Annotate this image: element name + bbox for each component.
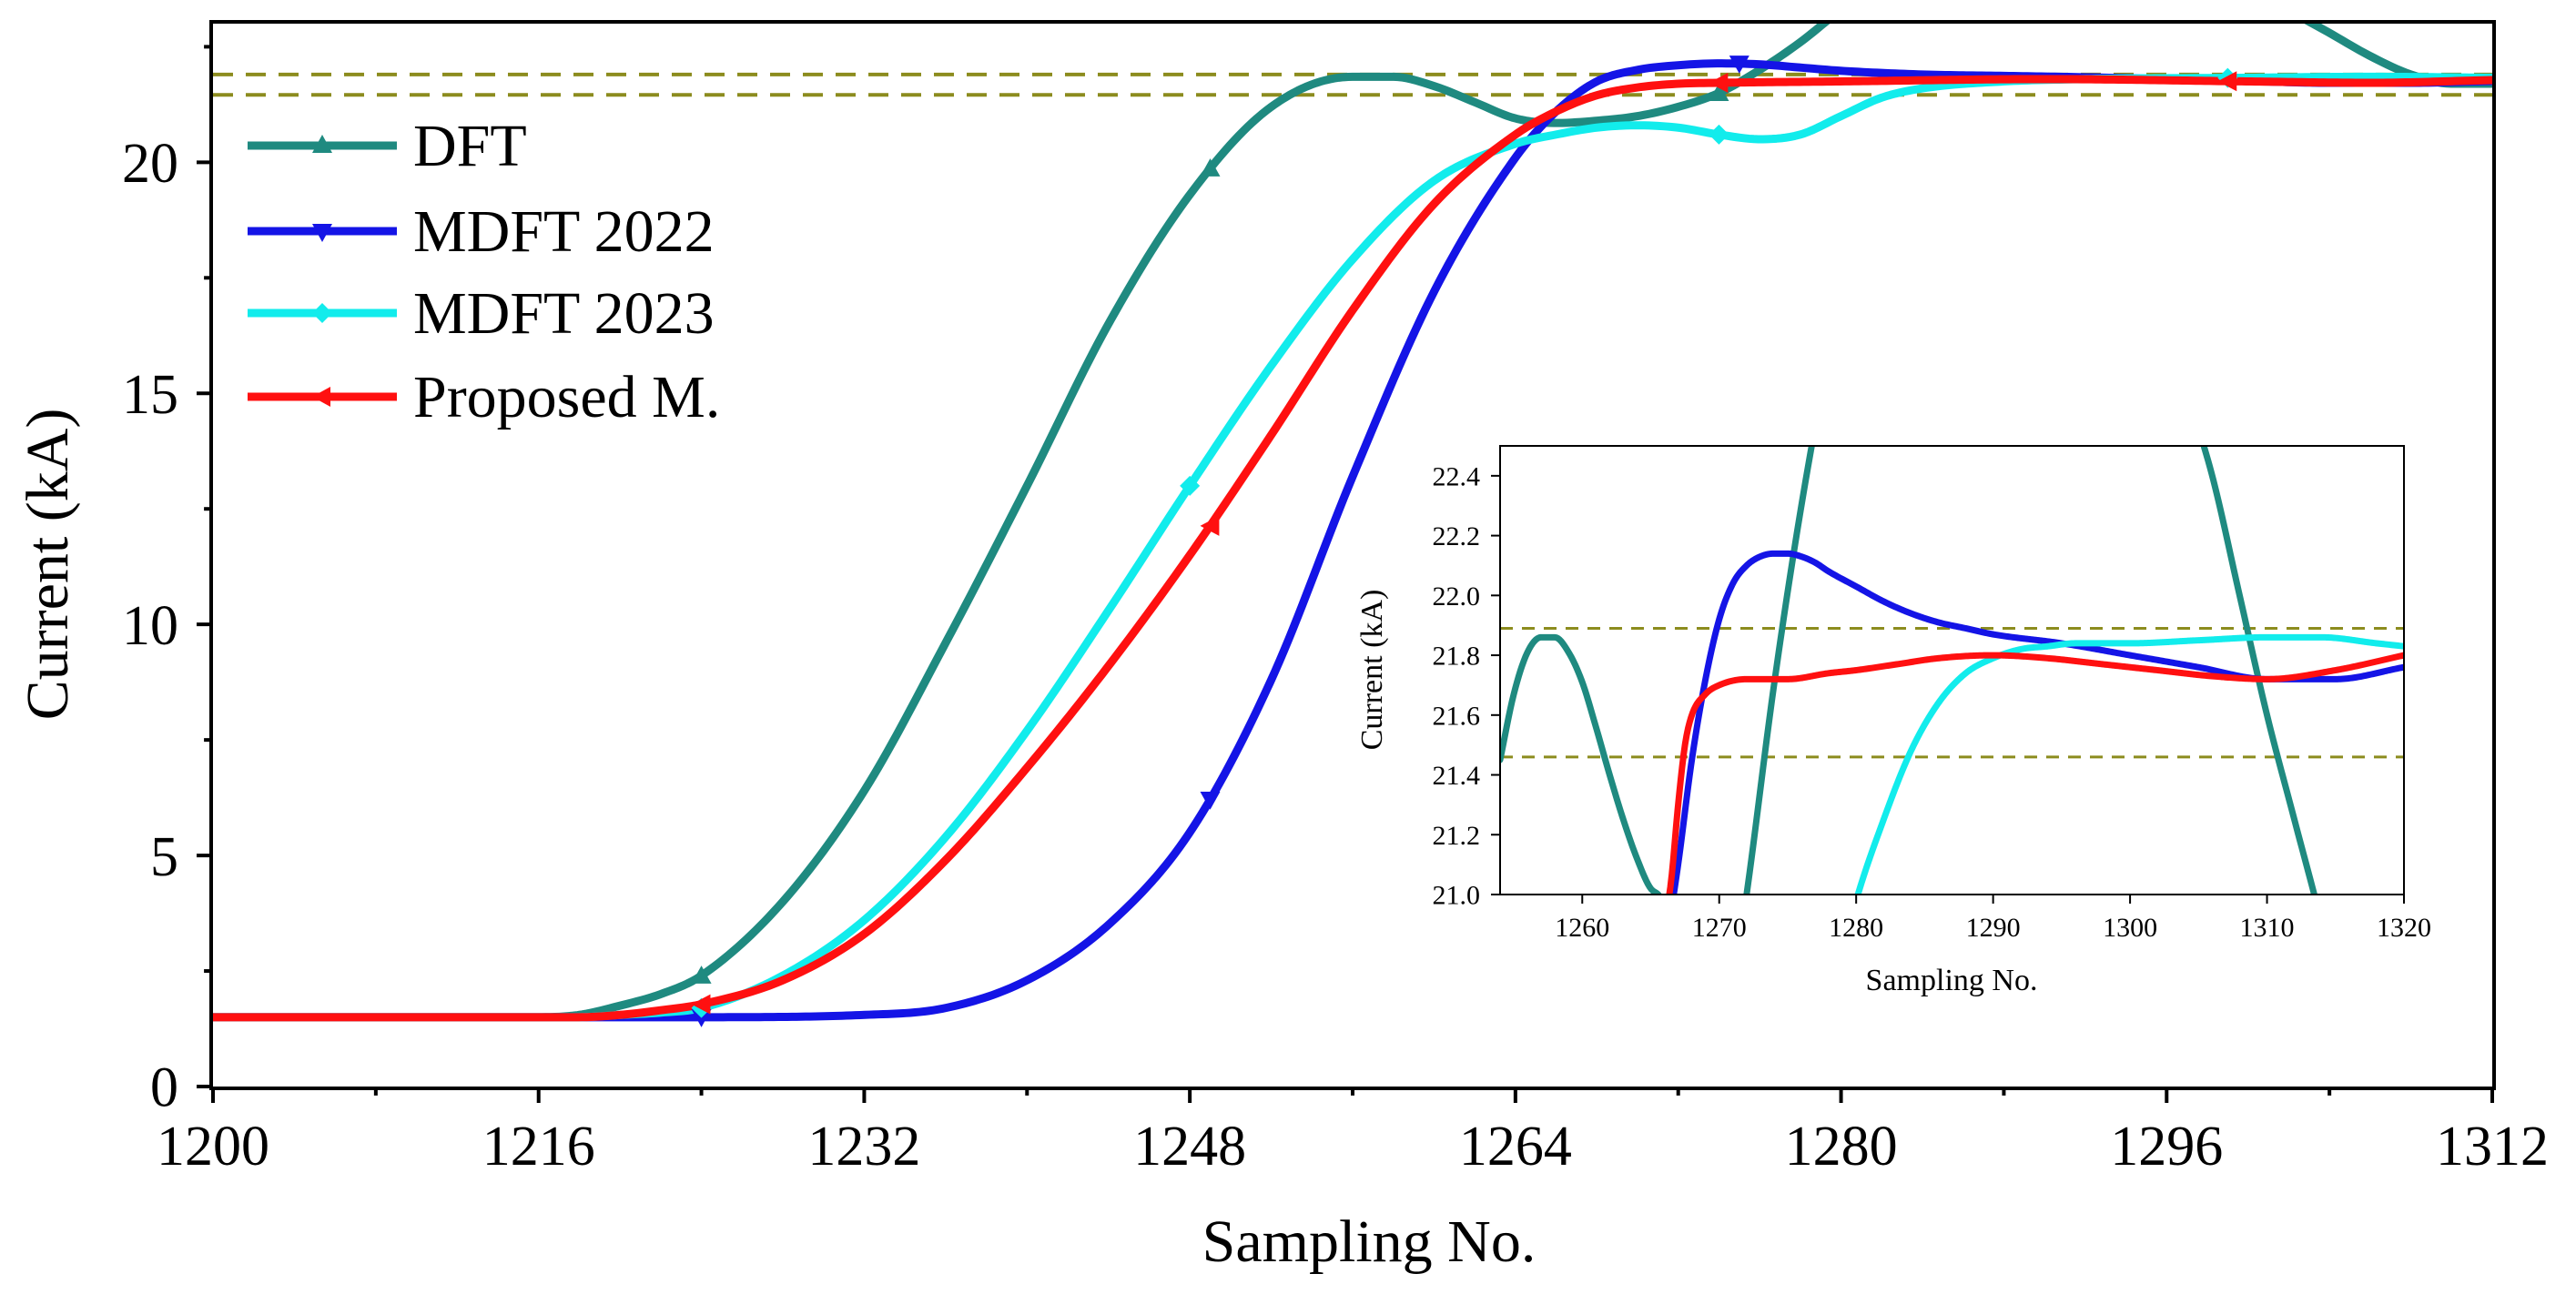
legend-label-dft: DFT	[413, 113, 527, 179]
x-tick-label: 1290	[1966, 913, 2021, 943]
inset-x-ticks: 1260 1270 1280 1290 1300 1310 1320	[1555, 895, 2431, 943]
x-tick-label: 1296	[2110, 1116, 2223, 1178]
y-tick-label: 21.8	[1433, 642, 1481, 672]
triangle-left-icon	[312, 387, 330, 407]
marker-proposed-m	[2217, 71, 2237, 92]
marker-mdft-2023	[1709, 124, 1729, 145]
y-tick-label: 5	[150, 826, 178, 888]
y-tick-label: 22.0	[1433, 581, 1481, 612]
x-tick-label: 1280	[1829, 913, 1883, 943]
x-tick-label: 1260	[1555, 913, 1609, 943]
marker-mdft-2022	[1200, 791, 1221, 810]
x-tick-label: 1232	[807, 1116, 920, 1178]
main-markers-group	[691, 56, 2238, 1027]
triangle-up-icon	[312, 135, 332, 153]
x-tick-label: 1200	[157, 1116, 269, 1178]
marker-mdft-2022	[691, 1009, 712, 1027]
inset-reference-lines	[1500, 626, 2404, 759]
x-tick-label: 1216	[482, 1116, 595, 1178]
inset-series-group	[1500, 446, 2404, 895]
y-tick-label: 21.0	[1433, 881, 1481, 911]
legend-entry-proposed: Proposed M.	[248, 364, 720, 430]
main-y-axis-label: Current (kA)	[15, 409, 81, 721]
diamond-icon	[312, 303, 332, 323]
legend-label-mdft-2022: MDFT 2022	[413, 198, 715, 265]
x-tick-label: 1264	[1459, 1116, 1572, 1178]
marker-dft	[1709, 83, 1729, 101]
legend-entry-mdft-2022: MDFT 2022	[248, 198, 715, 265]
main-series-line-dft	[213, 24, 2492, 1022]
y-tick-label: 22.2	[1433, 521, 1481, 551]
legend-entry-mdft-2023: MDFT 2023	[248, 280, 715, 347]
legend-entry-dft: DFT	[248, 113, 527, 179]
main-x-axis-label: Sampling No.	[1202, 1208, 1536, 1275]
marker-mdft-2023	[1180, 475, 1201, 496]
main-chart: 1200 1216 1232 1248 1264 1280 1296 1312 0 5 10 15 2…	[15, 20, 2549, 1275]
y-tick-label: 21.2	[1433, 821, 1481, 851]
marker-proposed-m	[691, 994, 711, 1015]
y-tick-label: 22.4	[1433, 461, 1481, 491]
main-x-ticks: 1200 1216 1232 1248 1264 1280 1296 1312	[157, 1087, 2549, 1178]
inset-series-line-proposed-m	[1666, 652, 2404, 895]
marker-dft	[691, 965, 712, 984]
inset-plot-frame	[1499, 445, 2405, 895]
marker-mdft-2022	[1729, 56, 1749, 74]
x-tick-label: 1270	[1692, 913, 1747, 943]
main-y-ticks: 0 5 10 15 20	[122, 45, 213, 1119]
inset-x-axis-label: Sampling No.	[1866, 964, 2038, 997]
main-series-group	[213, 24, 2492, 1022]
marker-proposed-m	[1709, 73, 1729, 94]
inset-series-line-mdft-2023	[1854, 633, 2404, 895]
y-tick-label: 10	[122, 595, 178, 657]
legend: DFT MDFT 2022 MDFT 2023 Proposed M.	[248, 113, 720, 430]
legend-label-mdft-2023: MDFT 2023	[413, 280, 715, 347]
y-tick-label: 0	[150, 1057, 178, 1119]
marker-dft	[1200, 158, 1221, 177]
x-tick-label: 1280	[1785, 1116, 1898, 1178]
legend-label-proposed: Proposed M.	[413, 364, 720, 430]
inset-y-ticks: 21.0 21.2 21.4 21.6 21.8 22.0 22.2 22.4	[1433, 461, 1500, 911]
main-series-line-proposed-m	[213, 75, 2492, 1022]
y-tick-label: 21.6	[1433, 701, 1481, 731]
inset-y-axis-label: Current (kA)	[1355, 590, 1389, 751]
inset-chart: 1260 1270 1280 1290 1300 1310 1320 21.021.221.…	[1355, 445, 2431, 997]
reference-lines	[213, 72, 2492, 97]
marker-proposed-m	[1200, 515, 1220, 536]
x-tick-label: 1320	[2377, 913, 2431, 943]
y-tick-label: 20	[122, 133, 178, 195]
y-tick-label: 15	[122, 364, 178, 426]
x-tick-label: 1312	[2436, 1116, 2549, 1178]
x-tick-label: 1300	[2103, 913, 2157, 943]
y-tick-label: 21.4	[1433, 761, 1481, 791]
triangle-down-icon	[312, 224, 332, 242]
x-tick-label: 1310	[2240, 913, 2295, 943]
x-tick-label: 1248	[1133, 1116, 1246, 1178]
inset-series-line-dft	[1500, 446, 2318, 895]
